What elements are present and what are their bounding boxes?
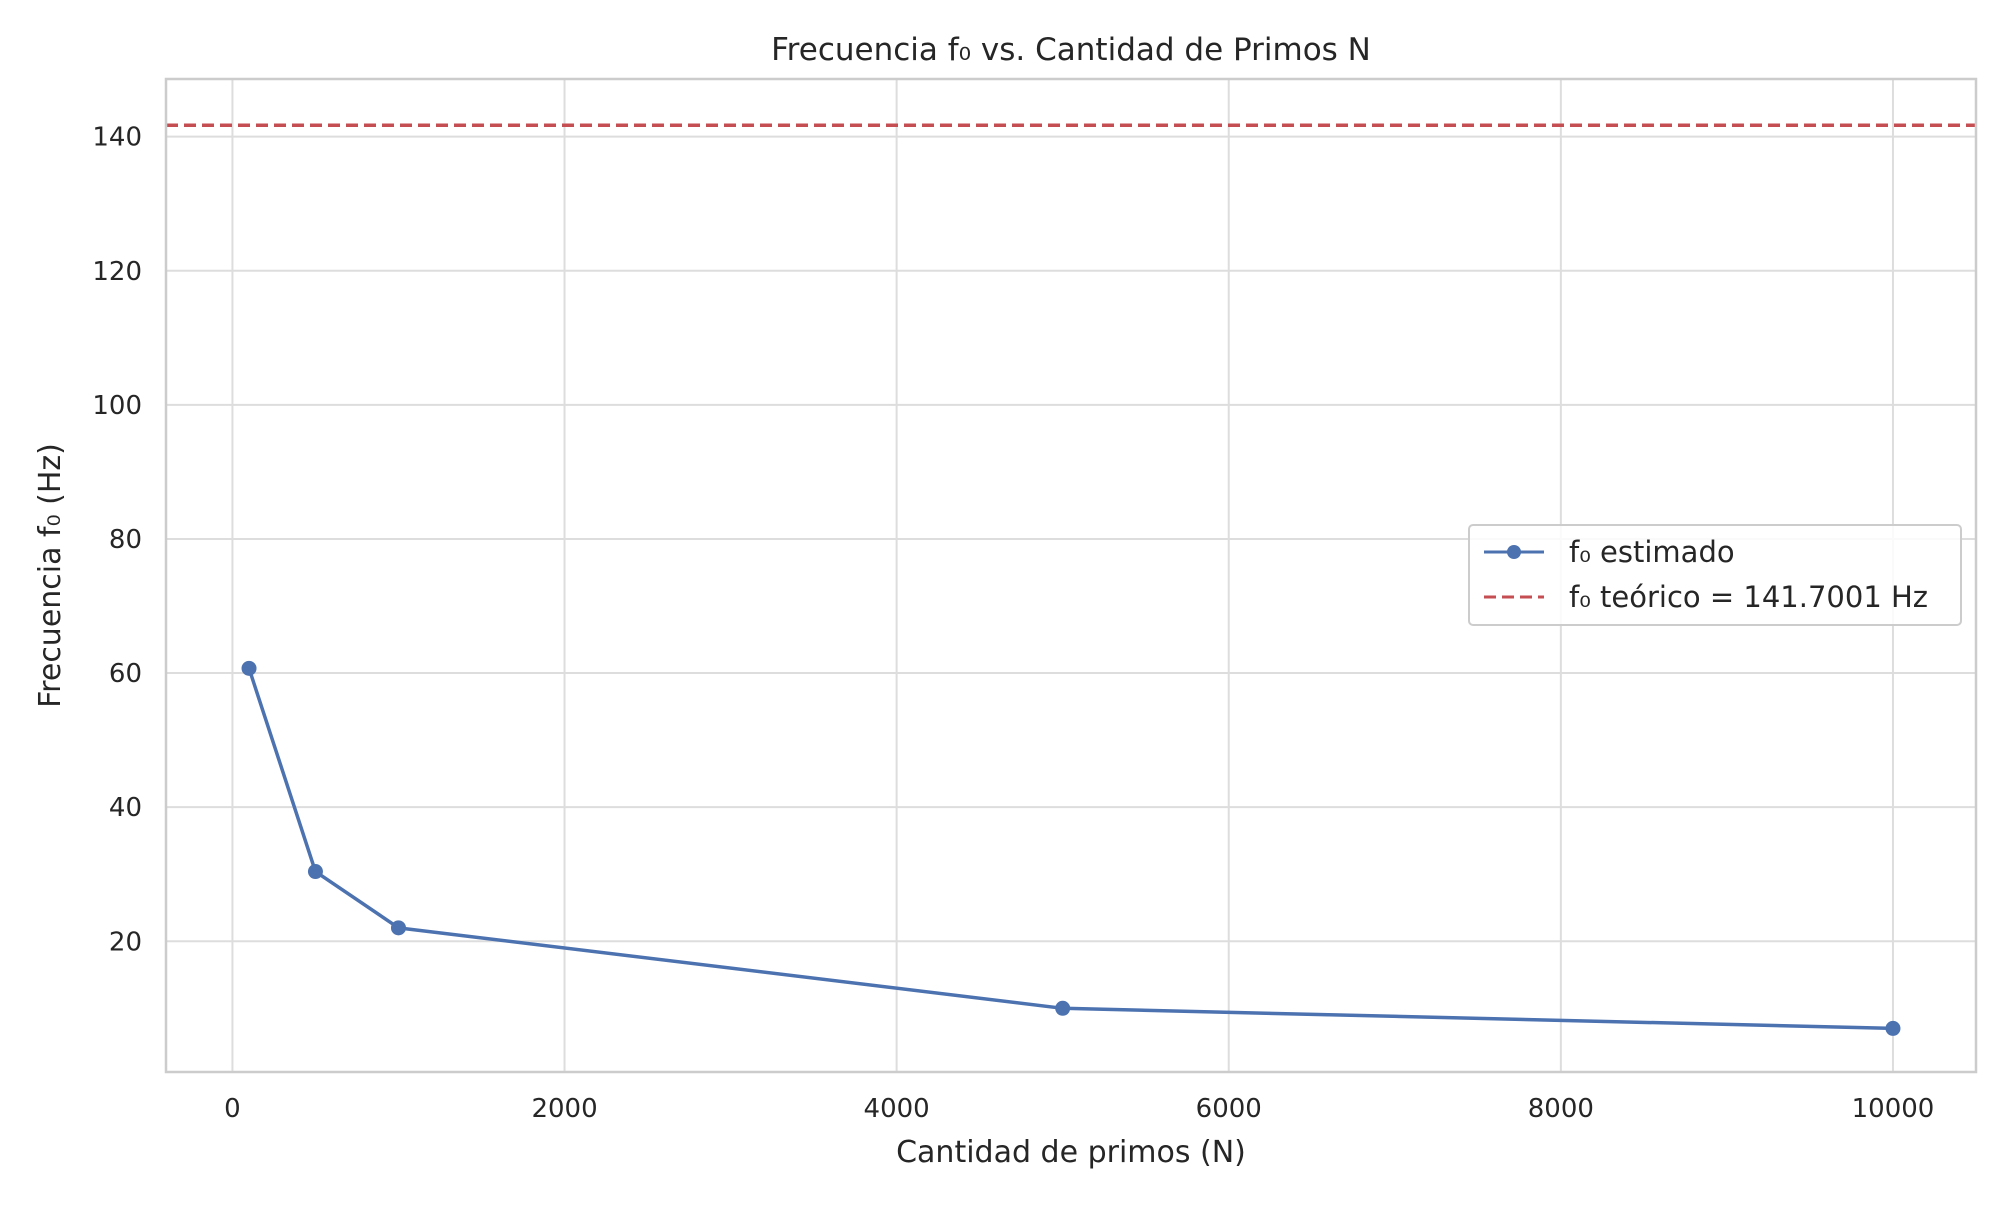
axes-frame (164, 77, 1978, 1074)
series-line (247, 667, 1894, 1031)
y-tick-label: 100 (92, 391, 142, 421)
x-tick-label: 4000 (864, 1094, 930, 1124)
y-tick-label: 140 (92, 123, 142, 153)
data-point (307, 864, 323, 880)
legend: f₀ estimado f₀ teórico = 141.7001 Hz (1468, 524, 1962, 626)
legend-marker-estimado (1507, 545, 1521, 559)
y-tick-label: 60 (109, 659, 142, 689)
x-axis-title: Cantidad de primos (N) (896, 1135, 1246, 1170)
tick-labels: 0 2000 4000 6000 8000 10000 20 40 60 80 100 120 140 (92, 123, 1934, 1124)
legend-label-teorico: f₀ teórico = 141.7001 Hz (1569, 580, 1928, 614)
legend-label-estimado: f₀ estimado (1569, 535, 1735, 569)
y-tick-label: 40 (109, 793, 142, 823)
y-tick-label: 120 (92, 257, 142, 287)
x-tick-label: 2000 (531, 1094, 597, 1124)
y-axis-title: Frecuencia f₀ (Hz) (33, 443, 68, 708)
x-tick-label: 0 (224, 1094, 241, 1124)
legend-box (1468, 524, 1962, 626)
x-tick-label: 8000 (1528, 1094, 1594, 1124)
x-tick-label: 10000 (1852, 1094, 1935, 1124)
data-point (241, 660, 257, 676)
x-tick-label: 6000 (1196, 1094, 1262, 1124)
data-point (1055, 1000, 1071, 1016)
series-layer (166, 123, 1976, 1036)
y-tick-label: 80 (109, 525, 142, 555)
chart-title: Frecuencia f₀ vs. Cantidad de Primos N (771, 32, 1371, 68)
data-point (390, 920, 406, 936)
y-tick-label: 20 (109, 927, 142, 957)
data-point (1885, 1020, 1901, 1036)
